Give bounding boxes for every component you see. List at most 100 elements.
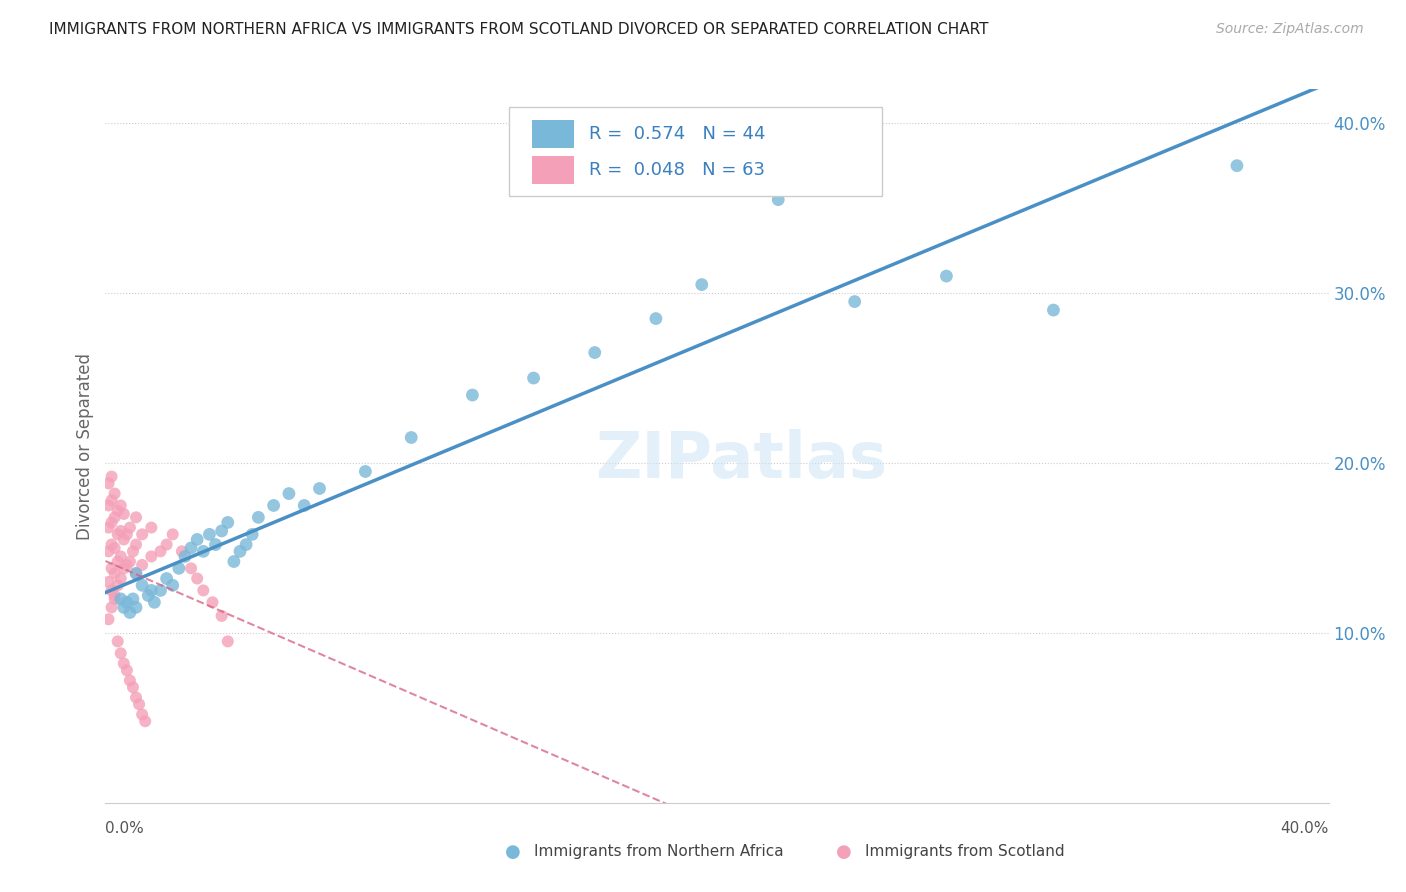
Point <box>136 589 159 603</box>
Point <box>118 606 141 620</box>
Point <box>110 549 132 564</box>
Point <box>690 277 713 292</box>
Point <box>100 583 122 598</box>
Point <box>768 193 790 207</box>
Point <box>201 595 224 609</box>
Point <box>112 561 135 575</box>
Point <box>186 572 208 586</box>
Text: 40.0%: 40.0% <box>1281 821 1329 836</box>
Point <box>104 510 127 524</box>
Point <box>97 499 120 513</box>
Point <box>107 527 129 541</box>
Point <box>115 558 138 572</box>
Point <box>149 544 172 558</box>
Text: ●: ● <box>505 843 522 861</box>
Point <box>107 634 129 648</box>
Point <box>155 537 177 551</box>
Point <box>180 541 202 555</box>
Point <box>115 663 138 677</box>
Point <box>155 572 177 586</box>
Point <box>122 544 145 558</box>
Point <box>110 591 132 606</box>
Point <box>107 555 129 569</box>
Point <box>174 549 197 564</box>
Text: 0.0%: 0.0% <box>105 821 145 836</box>
Point <box>122 680 145 694</box>
Text: ZIPatlas: ZIPatlas <box>596 429 887 491</box>
Point <box>644 311 666 326</box>
Point <box>125 690 148 705</box>
Text: R =  0.574   N = 44: R = 0.574 N = 44 <box>589 125 765 143</box>
Point <box>110 646 132 660</box>
Point <box>104 541 127 555</box>
Point <box>247 510 270 524</box>
Point <box>186 533 208 547</box>
Text: Immigrants from Scotland: Immigrants from Scotland <box>865 845 1064 859</box>
Point <box>292 499 315 513</box>
FancyBboxPatch shape <box>509 107 882 196</box>
Point <box>170 544 193 558</box>
Point <box>100 493 122 508</box>
Text: ●: ● <box>835 843 852 861</box>
Point <box>1226 159 1249 173</box>
Point <box>217 516 239 530</box>
Point <box>235 537 257 551</box>
Point <box>115 527 138 541</box>
Point <box>141 583 163 598</box>
Point <box>211 524 233 538</box>
Point <box>1042 303 1064 318</box>
Point <box>263 499 285 513</box>
Point <box>523 371 546 385</box>
Point <box>118 673 141 688</box>
Point <box>198 527 221 541</box>
Point <box>131 707 153 722</box>
Point <box>112 657 135 671</box>
Point <box>162 578 184 592</box>
Point <box>134 714 156 729</box>
Point <box>97 476 120 491</box>
Point <box>97 612 120 626</box>
Point <box>118 555 141 569</box>
Point <box>107 503 129 517</box>
Point <box>844 294 866 309</box>
Point <box>125 566 148 581</box>
Point <box>229 544 252 558</box>
Point <box>104 591 127 606</box>
Point <box>141 549 163 564</box>
Point <box>97 520 120 534</box>
Point <box>122 591 145 606</box>
Point <box>104 566 127 581</box>
Point <box>162 527 184 541</box>
Point <box>112 507 135 521</box>
Point <box>204 537 226 551</box>
Point <box>128 698 150 712</box>
Text: IMMIGRANTS FROM NORTHERN AFRICA VS IMMIGRANTS FROM SCOTLAND DIVORCED OR SEPARATE: IMMIGRANTS FROM NORTHERN AFRICA VS IMMIG… <box>49 22 988 37</box>
Point <box>125 510 148 524</box>
Text: Source: ZipAtlas.com: Source: ZipAtlas.com <box>1216 22 1364 37</box>
Point <box>308 482 330 496</box>
Point <box>100 600 122 615</box>
Y-axis label: Divorced or Separated: Divorced or Separated <box>76 352 94 540</box>
Point <box>112 533 135 547</box>
Point <box>125 537 148 551</box>
Point <box>222 555 245 569</box>
Bar <box>533 120 574 148</box>
Point <box>401 430 423 444</box>
Point <box>118 520 141 534</box>
Point <box>110 499 132 513</box>
Point <box>97 574 120 589</box>
Point <box>217 634 239 648</box>
Point <box>110 572 132 586</box>
Point <box>131 527 153 541</box>
Point <box>935 269 957 284</box>
Point <box>100 469 122 483</box>
Point <box>131 558 153 572</box>
Point <box>193 583 215 598</box>
Point <box>104 589 127 603</box>
Point <box>193 544 215 558</box>
Point <box>107 578 129 592</box>
Point <box>115 595 138 609</box>
Text: Immigrants from Northern Africa: Immigrants from Northern Africa <box>534 845 785 859</box>
Point <box>100 516 122 530</box>
Point <box>583 345 606 359</box>
